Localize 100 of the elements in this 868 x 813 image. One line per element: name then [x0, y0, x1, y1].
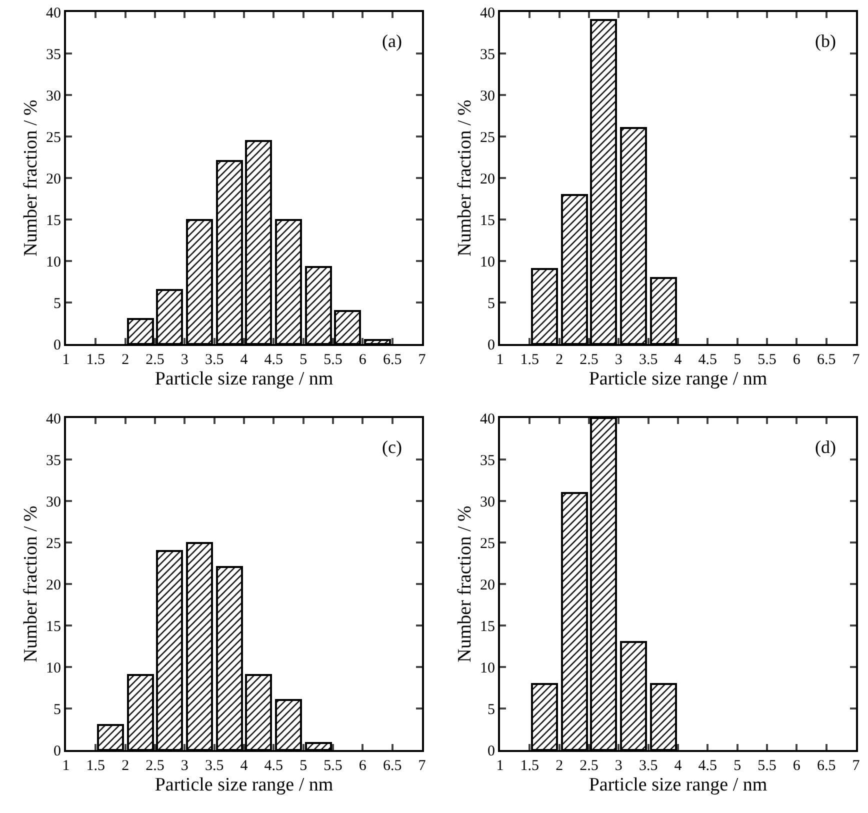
x-tick-label: 5.5 — [758, 758, 776, 774]
x-tick-label: 3 — [614, 352, 622, 368]
y-axis-title: Number fraction / % — [20, 99, 42, 256]
x-tick-label: 2 — [556, 352, 564, 368]
x-tick-label: 6 — [792, 352, 801, 368]
x-tick-label: 7 — [852, 352, 860, 368]
annotation: (d) — [815, 437, 836, 457]
y-tick-label: 25 — [46, 130, 61, 146]
x-tick-label: 2.5 — [580, 352, 598, 368]
y-tick-label: 5 — [488, 702, 495, 718]
x-tick-label: 2.5 — [146, 758, 164, 774]
x-tick-label: 4.5 — [698, 758, 718, 774]
x-tick-label: 2 — [122, 758, 130, 774]
y-tick-label: 25 — [46, 536, 61, 552]
x-tick-label: 4 — [674, 352, 682, 368]
y-tick-label: 35 — [480, 452, 495, 469]
x-tick-label: 5.5 — [324, 352, 342, 368]
x-tick-label: 6 — [358, 758, 367, 774]
y-tick-label: 40 — [480, 411, 495, 428]
x-tick-label: 7 — [852, 758, 860, 774]
x-tick-label: 7 — [418, 352, 426, 368]
y-tick-label: 20 — [46, 577, 61, 594]
x-tick-label: 6.5 — [816, 758, 836, 774]
y-tick-label: 10 — [46, 660, 61, 676]
x-tick-label: 4.5 — [264, 352, 284, 368]
x-axis-title: Particle size range / nm — [588, 368, 768, 390]
x-tick-label: 2.5 — [146, 352, 164, 368]
x-tick-label: 3 — [180, 352, 188, 368]
y-tick-label: 0 — [488, 743, 495, 760]
x-tick-label: 6 — [358, 352, 367, 368]
x-tick-label: 6.5 — [816, 352, 836, 368]
y-tick-label: 0 — [488, 337, 495, 354]
x-tick-label: 4 — [240, 758, 248, 774]
y-tick-label: 10 — [46, 254, 61, 270]
y-axis-title: Number fraction / % — [20, 505, 42, 662]
y-tick-label: 0 — [54, 743, 61, 760]
x-tick-label: 4 — [240, 352, 248, 368]
x-tick-label: 2.5 — [580, 758, 598, 774]
x-tick-label: 1 — [62, 352, 70, 368]
y-tick-label: 30 — [46, 88, 61, 104]
x-tick-label: 4.5 — [264, 758, 284, 774]
y-tick-label: 10 — [480, 254, 495, 270]
x-tick-label: 1.5 — [520, 758, 540, 774]
x-tick-label: 6 — [792, 758, 801, 774]
y-tick-label: 30 — [480, 88, 495, 104]
y-axis-title: Number fraction / % — [454, 505, 476, 662]
x-axis-title: Particle size range / nm — [588, 774, 768, 796]
annotation: (a) — [382, 31, 402, 51]
x-tick-label: 1.5 — [86, 352, 106, 368]
y-tick-label: 35 — [480, 46, 495, 63]
y-tick-label: 20 — [46, 171, 61, 188]
y-tick-label: 40 — [46, 5, 61, 22]
y-tick-label: 15 — [46, 212, 61, 229]
x-tick-label: 1 — [62, 758, 70, 774]
y-tick-label: 40 — [46, 411, 61, 428]
x-tick-label: 2 — [556, 758, 564, 774]
x-tick-label: 3.5 — [638, 758, 658, 774]
x-tick-label: 2 — [122, 352, 130, 368]
x-tick-label: 6.5 — [382, 758, 402, 774]
y-axis-title: Number fraction / % — [454, 99, 476, 256]
x-tick-label: 4 — [674, 758, 682, 774]
x-tick-label: 3 — [180, 758, 188, 774]
y-tick-label: 35 — [46, 46, 61, 63]
x-tick-label: 3 — [614, 758, 622, 774]
y-tick-label: 15 — [480, 618, 495, 635]
y-tick-label: 35 — [46, 452, 61, 469]
y-tick-label: 25 — [480, 130, 495, 146]
y-tick-label: 0 — [54, 337, 61, 354]
x-tick-label: 5 — [734, 758, 742, 774]
x-tick-label: 1 — [496, 758, 504, 774]
x-tick-label: 3.5 — [638, 352, 658, 368]
y-tick-label: 20 — [480, 577, 495, 594]
x-tick-label: 7 — [418, 758, 426, 774]
x-tick-label: 1.5 — [520, 352, 540, 368]
annotation: (b) — [815, 31, 836, 51]
y-tick-label: 20 — [480, 171, 495, 188]
y-tick-label: 10 — [480, 660, 495, 676]
x-tick-label: 1.5 — [86, 758, 106, 774]
y-tick-label: 15 — [46, 618, 61, 635]
y-tick-label: 30 — [46, 494, 61, 510]
x-axis-title: Particle size range / nm — [154, 774, 334, 796]
y-tick-label: 40 — [480, 5, 495, 22]
x-tick-label: 5.5 — [324, 758, 342, 774]
x-axis-title: Particle size range / nm — [154, 368, 334, 390]
y-tick-label: 30 — [480, 494, 495, 510]
y-tick-label: 5 — [488, 296, 495, 312]
x-tick-label: 3.5 — [204, 758, 224, 774]
x-tick-label: 5 — [300, 352, 308, 368]
annotation: (c) — [382, 437, 402, 457]
x-tick-label: 5 — [734, 352, 742, 368]
y-tick-label: 5 — [54, 702, 61, 718]
x-tick-label: 5.5 — [758, 352, 776, 368]
x-tick-label: 6.5 — [382, 352, 402, 368]
x-tick-label: 3.5 — [204, 352, 224, 368]
y-tick-label: 5 — [54, 296, 61, 312]
x-tick-label: 5 — [300, 758, 308, 774]
y-tick-label: 15 — [480, 212, 495, 229]
x-tick-label: 4.5 — [698, 352, 718, 368]
y-tick-label: 25 — [480, 536, 495, 552]
x-tick-label: 1 — [496, 352, 504, 368]
